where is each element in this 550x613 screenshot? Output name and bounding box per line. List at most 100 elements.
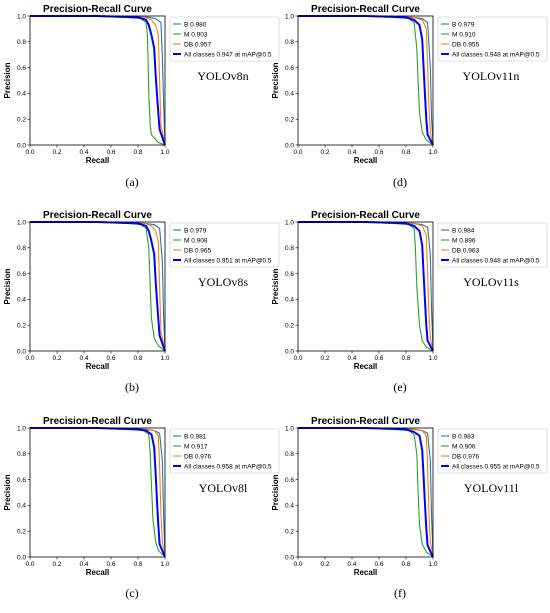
y-tick-label: 0.4 (285, 91, 294, 98)
series-line-db (30, 15, 166, 144)
x-tick-label: 0.8 (401, 149, 410, 156)
series-line-m (298, 221, 434, 352)
y-tick-label: 1.0 (17, 13, 26, 20)
series-line-all (30, 427, 166, 558)
x-tick-label: 0.0 (293, 355, 302, 362)
legend-entry: B 0.979 (184, 227, 207, 234)
panel-caption: (f) (394, 586, 406, 600)
series-line-all (30, 15, 166, 146)
x-tick-label: 1.0 (160, 149, 169, 156)
x-tick-label: 0.0 (25, 561, 34, 568)
y-tick-label: 0.0 (285, 142, 294, 149)
x-tick-label: 0.0 (25, 149, 34, 156)
legend-entry: DB 0.957 (184, 41, 211, 48)
legend-entry: All classes 0.948 at mAP@0.5 (452, 257, 540, 264)
x-tick-label: 1.0 (428, 561, 437, 568)
x-tick-label: 0.4 (79, 561, 88, 568)
chart-title: Precision-Recall Curve (311, 210, 420, 221)
y-axis-label: Precision (3, 268, 12, 304)
legend-entry: All classes 0.951 at mAP@0.5 (184, 257, 272, 264)
model-name: YOLOv8n (197, 69, 248, 83)
x-axis-label: Recall (86, 156, 110, 165)
x-tick-label: 0.6 (106, 355, 115, 362)
legend-entry: All classes 0.955 at mAP@0.5 (452, 463, 540, 470)
y-tick-label: 0.0 (17, 554, 26, 561)
y-tick-label: 0.6 (285, 477, 294, 484)
series-line-all (298, 221, 434, 352)
x-axis-label: Recall (86, 362, 110, 371)
legend-box (169, 16, 280, 62)
series-line-db (30, 221, 166, 350)
y-tick-label: 1.0 (285, 219, 294, 226)
legend-entry: DB 0.965 (184, 247, 211, 254)
y-tick-label: 0.8 (285, 39, 294, 46)
x-tick-label: 0.8 (133, 149, 142, 156)
y-tick-label: 0.8 (285, 245, 294, 252)
x-tick-label: 0.2 (320, 561, 329, 568)
legend-entry: DB 0.955 (452, 41, 479, 48)
series-line-all (30, 221, 166, 352)
legend-entry: M 0.917 (184, 443, 208, 450)
y-tick-label: 0.2 (285, 323, 294, 330)
series-line-b (298, 427, 434, 555)
model-name: YOLOv11s (463, 275, 519, 289)
series-line-b (298, 221, 434, 349)
legend-box (437, 428, 548, 474)
legend-entry: DB 0.963 (452, 247, 479, 254)
legend-entry: All classes 0.958 at mAP@0.5 (184, 463, 272, 470)
y-tick-label: 0.8 (17, 39, 26, 46)
y-tick-label: 0.4 (17, 297, 26, 304)
x-tick-label: 0.6 (374, 561, 383, 568)
chart-title: Precision-Recall Curve (311, 4, 420, 15)
y-tick-label: 0.4 (17, 91, 26, 98)
legend-entry: M 0.896 (452, 237, 476, 244)
series-line-db (298, 221, 434, 350)
series-line-db (298, 427, 434, 556)
x-tick-label: 0.0 (25, 355, 34, 362)
x-tick-label: 0.4 (79, 355, 88, 362)
x-tick-label: 0.4 (347, 561, 356, 568)
legend-entry: M 0.908 (184, 237, 208, 244)
legend-entry: M 0.906 (452, 443, 476, 450)
x-tick-label: 1.0 (160, 355, 169, 362)
x-tick-label: 0.6 (374, 149, 383, 156)
x-tick-label: 0.8 (401, 355, 410, 362)
y-tick-label: 0.0 (17, 348, 26, 355)
x-tick-label: 0.2 (320, 149, 329, 156)
x-tick-label: 1.0 (428, 355, 437, 362)
plot-frame (29, 427, 166, 558)
y-tick-label: 0.2 (17, 117, 26, 124)
x-tick-label: 0.6 (374, 355, 383, 362)
y-axis-label: Precision (3, 62, 12, 98)
legend-box (437, 222, 548, 268)
y-tick-label: 0.4 (17, 503, 26, 510)
x-axis-label: Recall (354, 568, 378, 577)
pr-chart-panel: Precision-Recall Curve 0.00.0 0.2 0.2 0.4 0.4… (3, 210, 280, 394)
x-tick-label: 0.8 (133, 355, 142, 362)
plot-frame (297, 15, 434, 146)
y-tick-label: 0.6 (17, 477, 26, 484)
y-tick-label: 0.0 (285, 554, 294, 561)
legend-entry: B 0.981 (184, 433, 207, 440)
y-tick-label: 0.4 (285, 503, 294, 510)
y-tick-label: 0.0 (285, 348, 294, 355)
x-tick-label: 0.2 (52, 561, 61, 568)
series-line-db (298, 15, 434, 144)
series-line-b (298, 15, 434, 143)
chart-title: Precision-Recall Curve (43, 416, 152, 427)
series-line-m (30, 15, 166, 146)
legend-box (169, 428, 280, 474)
series-line-m (298, 15, 434, 146)
x-axis-label: Recall (354, 362, 378, 371)
series-line-b (30, 427, 166, 555)
x-tick-label: 0.8 (133, 561, 142, 568)
plot-frame (297, 221, 434, 352)
y-tick-label: 0.2 (17, 323, 26, 330)
y-tick-label: 1.0 (285, 13, 294, 20)
x-tick-label: 1.0 (160, 561, 169, 568)
legend-entry: M 0.910 (452, 31, 476, 38)
panel-caption: (a) (125, 175, 138, 189)
y-axis-label: Precision (271, 268, 280, 304)
x-tick-label: 0.4 (347, 149, 356, 156)
